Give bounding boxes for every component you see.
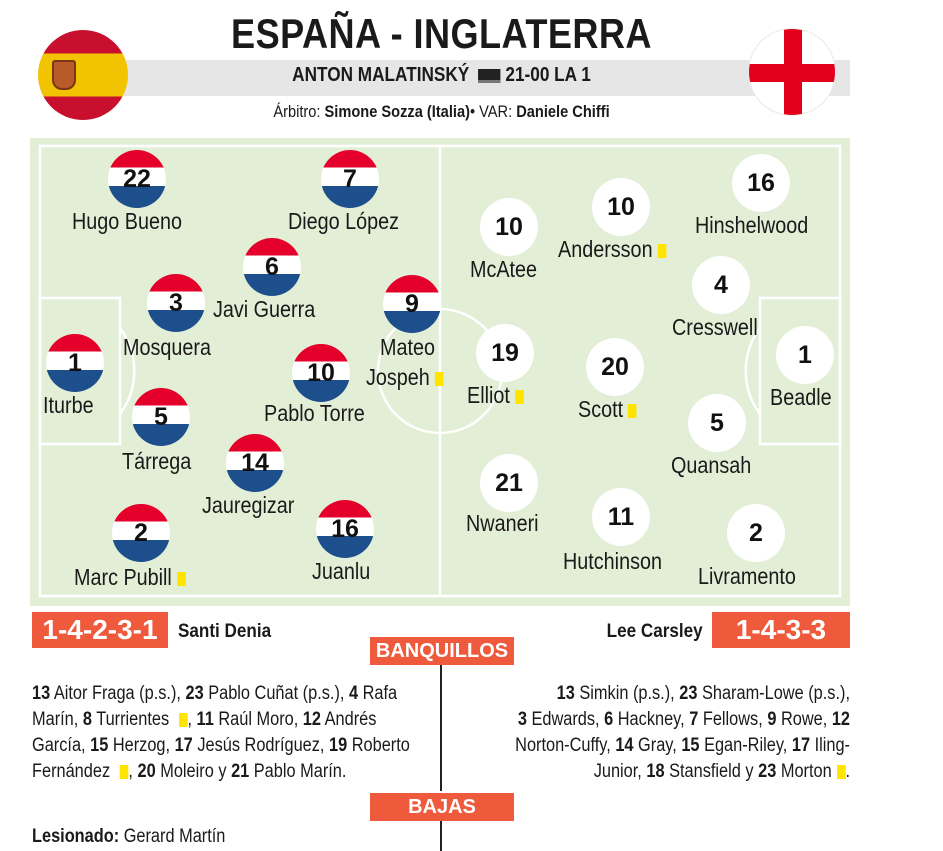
player-name: Scott — [578, 396, 637, 422]
time-channel: 21-00 LA 1 — [505, 64, 591, 86]
player-name: Nwaneri — [466, 510, 539, 536]
absences-divider — [440, 821, 442, 851]
player-name: Marc Pubill — [74, 564, 186, 590]
player-number-disc: 20 — [586, 338, 644, 396]
player-name: Javi Guerra — [213, 296, 316, 322]
pitch: 22 Hugo Bueno 7 Diego López 6 Javi Guerr… — [30, 138, 850, 606]
player-number-disc: 2 — [727, 504, 785, 562]
player-number-disc: 11 — [592, 488, 650, 546]
player-number-disc: 19 — [476, 324, 534, 382]
player-number-disc: 6 — [243, 238, 301, 296]
player-name: McAtee — [470, 256, 538, 282]
spain-coach: Santi Denia — [178, 621, 272, 642]
player-number-disc: 16 — [732, 154, 790, 212]
match-title: ESPAÑA - INGLATERRA — [231, 10, 652, 57]
yellow-card-icon — [836, 764, 846, 779]
bench-line: 13 Aitor Fraga (p.s.), 23 Pablo Cuñat (p… — [32, 683, 398, 704]
pitch-lines — [38, 144, 842, 598]
bench-divider — [440, 665, 442, 791]
player-name: Elliot — [467, 382, 524, 408]
injury-info: Lesionado: Gerard Martín — [32, 826, 226, 847]
player-name: Hinshelwood — [695, 212, 809, 238]
player-name: Iturbe — [43, 392, 94, 418]
spain-crest-icon — [52, 60, 76, 90]
player-name: Hutchinson — [563, 548, 662, 574]
player-name-line2: Jospeh — [366, 364, 444, 390]
spain-bench: 13 Aitor Fraga (p.s.), 23 Pablo Cuñat (p… — [32, 681, 432, 785]
player-name: Jauregizar — [202, 492, 295, 518]
var-label: VAR: — [479, 102, 517, 121]
player-number-disc: 7 — [321, 150, 379, 208]
yellow-card-icon — [178, 712, 188, 727]
player-name: Pablo Torre — [264, 400, 365, 426]
player-number-disc: 21 — [480, 454, 538, 512]
player-number-disc: 9 — [383, 275, 441, 333]
player-number-disc: 1 — [776, 326, 834, 384]
england-formation: 1-4-3-3 — [712, 612, 850, 648]
player-number-disc: 2 — [112, 504, 170, 562]
bench-line: García, 15 Herzog, 17 Jesús Rodríguez, 1… — [32, 735, 410, 756]
player-name: Andersson — [558, 236, 667, 262]
player-number-disc: 3 — [147, 274, 205, 332]
referee-label: Árbitro: — [273, 102, 325, 121]
broadcast-info: ANTON MALATINSKÝ 21-00 LA 1 — [62, 64, 821, 87]
yellow-card-icon — [176, 571, 186, 586]
player-number-disc: 5 — [132, 388, 190, 446]
bench-line: 3 Edwards, 6 Hackney, 7 Fellows, 9 Rowe,… — [517, 709, 850, 730]
england-flag-icon — [748, 28, 836, 116]
player-number-disc: 10 — [292, 344, 350, 402]
england-bench: 13 Simkin (p.s.), 23 Sharam-Lowe (p.s.),… — [452, 681, 850, 785]
referee-name: Simone Sozza (Italia) — [324, 102, 470, 121]
player-name: Quansah — [671, 452, 752, 478]
yellow-card-icon — [434, 371, 444, 386]
bench-line: Marín, 8 Turrientes , 11 Raúl Moro, 12 A… — [32, 709, 377, 730]
referee-info: Árbitro: Simone Sozza (Italia)• VAR: Dan… — [62, 102, 821, 122]
absences-section-title: BAJAS — [370, 793, 514, 821]
yellow-card-icon — [119, 764, 129, 779]
referee-separator: • — [469, 102, 480, 121]
yellow-card-icon — [657, 243, 667, 258]
bench-line: Junior, 18 Stansfield y 23 Morton. — [593, 761, 850, 782]
player-name: Cresswell — [672, 314, 758, 340]
player-name: Beadle — [770, 384, 832, 410]
player-name: Mateo — [380, 334, 435, 360]
player-number-disc: 10 — [592, 178, 650, 236]
england-coach: Lee Carsley — [606, 621, 703, 642]
bench-section-title: BANQUILLOS — [370, 637, 514, 665]
bench-line: Norton-Cuffy, 14 Gray, 15 Egan-Riley, 17… — [515, 735, 850, 756]
player-name: Livramento — [698, 563, 796, 589]
player-number-disc: 5 — [688, 394, 746, 452]
player-number-disc: 1 — [46, 334, 104, 392]
bench-line: Fernández , 20 Moleiro y 21 Pablo Marín. — [32, 761, 347, 782]
tv-icon — [477, 68, 501, 83]
yellow-card-icon — [628, 403, 637, 418]
commentator: ANTON MALATINSKÝ — [292, 64, 470, 86]
player-name: Hugo Bueno — [72, 208, 182, 234]
yellow-card-icon — [515, 389, 524, 404]
bench-line: 13 Simkin (p.s.), 23 Sharam-Lowe (p.s.), — [556, 683, 850, 704]
var-name: Daniele Chiffi — [516, 102, 610, 121]
player-number-disc: 10 — [480, 198, 538, 256]
player-name: Tárrega — [122, 448, 192, 474]
spain-flag-icon — [38, 30, 128, 120]
player-name: Juanlu — [312, 558, 371, 584]
player-number-disc: 4 — [692, 256, 750, 314]
player-name: Diego López — [288, 208, 400, 234]
player-number-disc: 16 — [316, 500, 374, 558]
player-name: Mosquera — [123, 334, 211, 360]
spain-formation: 1-4-2-3-1 — [32, 612, 168, 648]
player-number-disc: 22 — [108, 150, 166, 208]
player-number-disc: 14 — [226, 434, 284, 492]
